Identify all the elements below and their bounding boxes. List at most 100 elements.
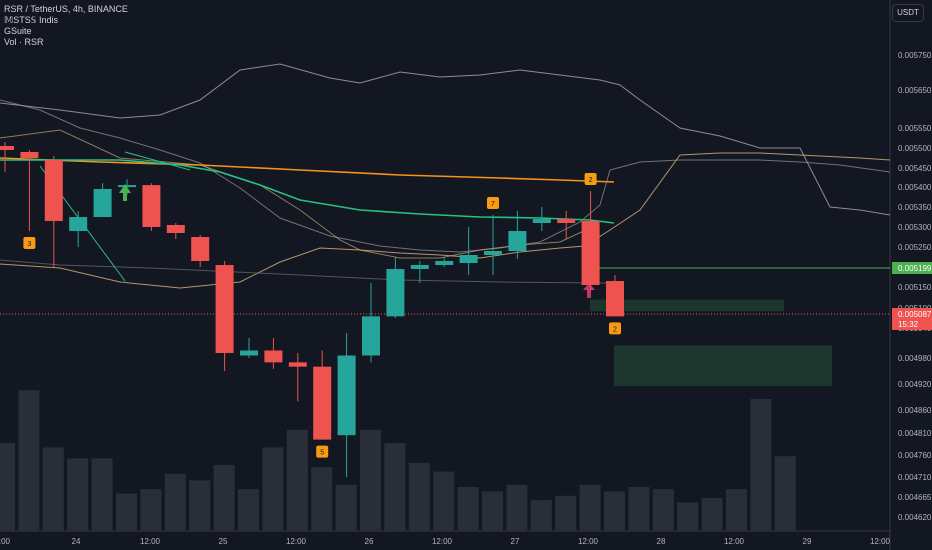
x-tick-label: 12:00 <box>140 537 161 546</box>
candle-body <box>313 366 332 440</box>
candle-body <box>288 362 307 367</box>
ema-green-line <box>0 159 615 224</box>
candle-body <box>20 152 39 158</box>
volume-bar <box>384 443 406 531</box>
candle-body <box>410 265 429 269</box>
signal-label: 5 <box>320 450 324 457</box>
chart-legend: RSR / TetherUS, 4h, BINANCE 𝕄STS𝕊 Indis … <box>4 4 128 48</box>
candle-body <box>581 221 600 285</box>
volume-bar <box>213 465 235 531</box>
volume-bar <box>286 429 308 531</box>
current-price-badge <box>892 308 932 330</box>
candle-body <box>435 261 454 265</box>
y-tick-label: 0.005450 <box>898 164 932 173</box>
currency-button[interactable]: USDT <box>892 4 924 22</box>
volume-bar <box>311 467 333 531</box>
y-tick-label: 0.004860 <box>898 406 932 415</box>
indicator-volume[interactable]: Vol · RSR <box>4 37 44 47</box>
volume-bar <box>677 502 699 531</box>
y-tick-label: 0.005550 <box>898 124 932 133</box>
x-tick-label: 12:00 <box>0 537 11 546</box>
volume-bar <box>774 456 796 531</box>
candle-body <box>69 217 88 231</box>
zone-layer <box>590 299 832 387</box>
x-tick-label: 29 <box>803 537 812 546</box>
candle-body <box>142 185 161 227</box>
candle-body <box>508 231 527 251</box>
volume-bar <box>238 489 259 531</box>
signal-flag <box>23 237 36 249</box>
y-tick-label: 0.004665 <box>898 493 932 502</box>
x-tick-label: 26 <box>365 537 374 546</box>
x-tick-label: 12:00 <box>286 537 307 546</box>
signal-label: 2 <box>589 177 593 184</box>
volume-bar <box>530 500 552 531</box>
target-zone-2 <box>614 345 832 387</box>
candle-body <box>264 350 283 363</box>
signal-flag <box>584 173 597 185</box>
x-tick-label: 12:00 <box>432 537 453 546</box>
ema-orange-line <box>0 157 615 183</box>
volume-bar <box>726 489 747 531</box>
volume-bar <box>164 473 186 531</box>
x-tick-label: 25 <box>219 537 228 546</box>
x-tick-label: 12:00 <box>724 537 745 546</box>
y-tick-label: 0.004620 <box>898 513 932 522</box>
volume-bar <box>555 495 577 531</box>
volume-bar <box>91 458 113 531</box>
y-tick-label: 0.005750 <box>898 51 932 60</box>
y-tick-label: 0.005650 <box>898 86 932 95</box>
candle-body <box>459 255 478 263</box>
volume-bar <box>457 487 479 531</box>
volume-bar <box>701 498 723 531</box>
indicator-mstss[interactable]: 𝕄STS𝕊 Indis <box>4 15 58 25</box>
x-tick-label: 12:00 <box>870 537 891 546</box>
volume-bar <box>360 429 381 531</box>
volume-bar <box>482 491 503 531</box>
bb-upper-line <box>0 63 891 216</box>
volume-bar <box>18 390 40 531</box>
y-tick-label: 0.004760 <box>898 451 932 460</box>
current-price-value: 0.005087 <box>898 310 932 319</box>
signal-label: 7 <box>491 201 495 208</box>
y-tick-label: 0.005300 <box>898 223 932 232</box>
volume-bar <box>408 462 430 531</box>
volume-bar <box>579 484 601 531</box>
volume-bar <box>750 399 772 531</box>
symbol-title[interactable]: RSR / TetherUS, 4h, BINANCE <box>4 4 128 14</box>
y-tick-label: 0.004920 <box>898 380 932 389</box>
candle-body <box>484 251 502 255</box>
candle-body <box>93 189 112 217</box>
volume-bar <box>433 471 455 531</box>
y-tick-label: 0.004810 <box>898 429 932 438</box>
candle-body <box>557 219 576 223</box>
candle-countdown: 15:32 <box>898 320 919 329</box>
volume-bar <box>67 458 89 531</box>
time-axis[interactable]: 12:00 24 12:00 25 12:00 26 12:00 27 12:00 28 12:00… <box>0 537 891 546</box>
volume-bar <box>604 491 625 531</box>
y-tick-label: 0.005150 <box>898 283 932 292</box>
signal-label: 2 <box>613 326 617 333</box>
up-arrow-icon <box>119 184 131 201</box>
candle-body <box>166 225 185 233</box>
y-tick-label: 0.004980 <box>898 354 932 363</box>
volume-layer <box>0 390 796 531</box>
volume-bar <box>262 447 284 531</box>
candle-body <box>0 146 14 150</box>
target-zone-1 <box>590 299 784 312</box>
indicator-gsuite[interactable]: GSuite <box>4 26 32 36</box>
candle-body <box>191 237 210 261</box>
signal-flag <box>487 197 499 209</box>
y-tick-label: 0.005250 <box>898 243 932 252</box>
signal-layer: 3 5 7 2 2 <box>23 173 621 458</box>
volume-bar <box>116 493 137 531</box>
volume-bar <box>652 489 674 531</box>
candle-body <box>118 185 136 188</box>
volume-bar <box>0 443 15 531</box>
trend-line-2 <box>124 151 191 171</box>
candle-body <box>337 355 356 436</box>
y-tick-label: 0.005350 <box>898 203 932 212</box>
volume-bar <box>628 487 650 531</box>
